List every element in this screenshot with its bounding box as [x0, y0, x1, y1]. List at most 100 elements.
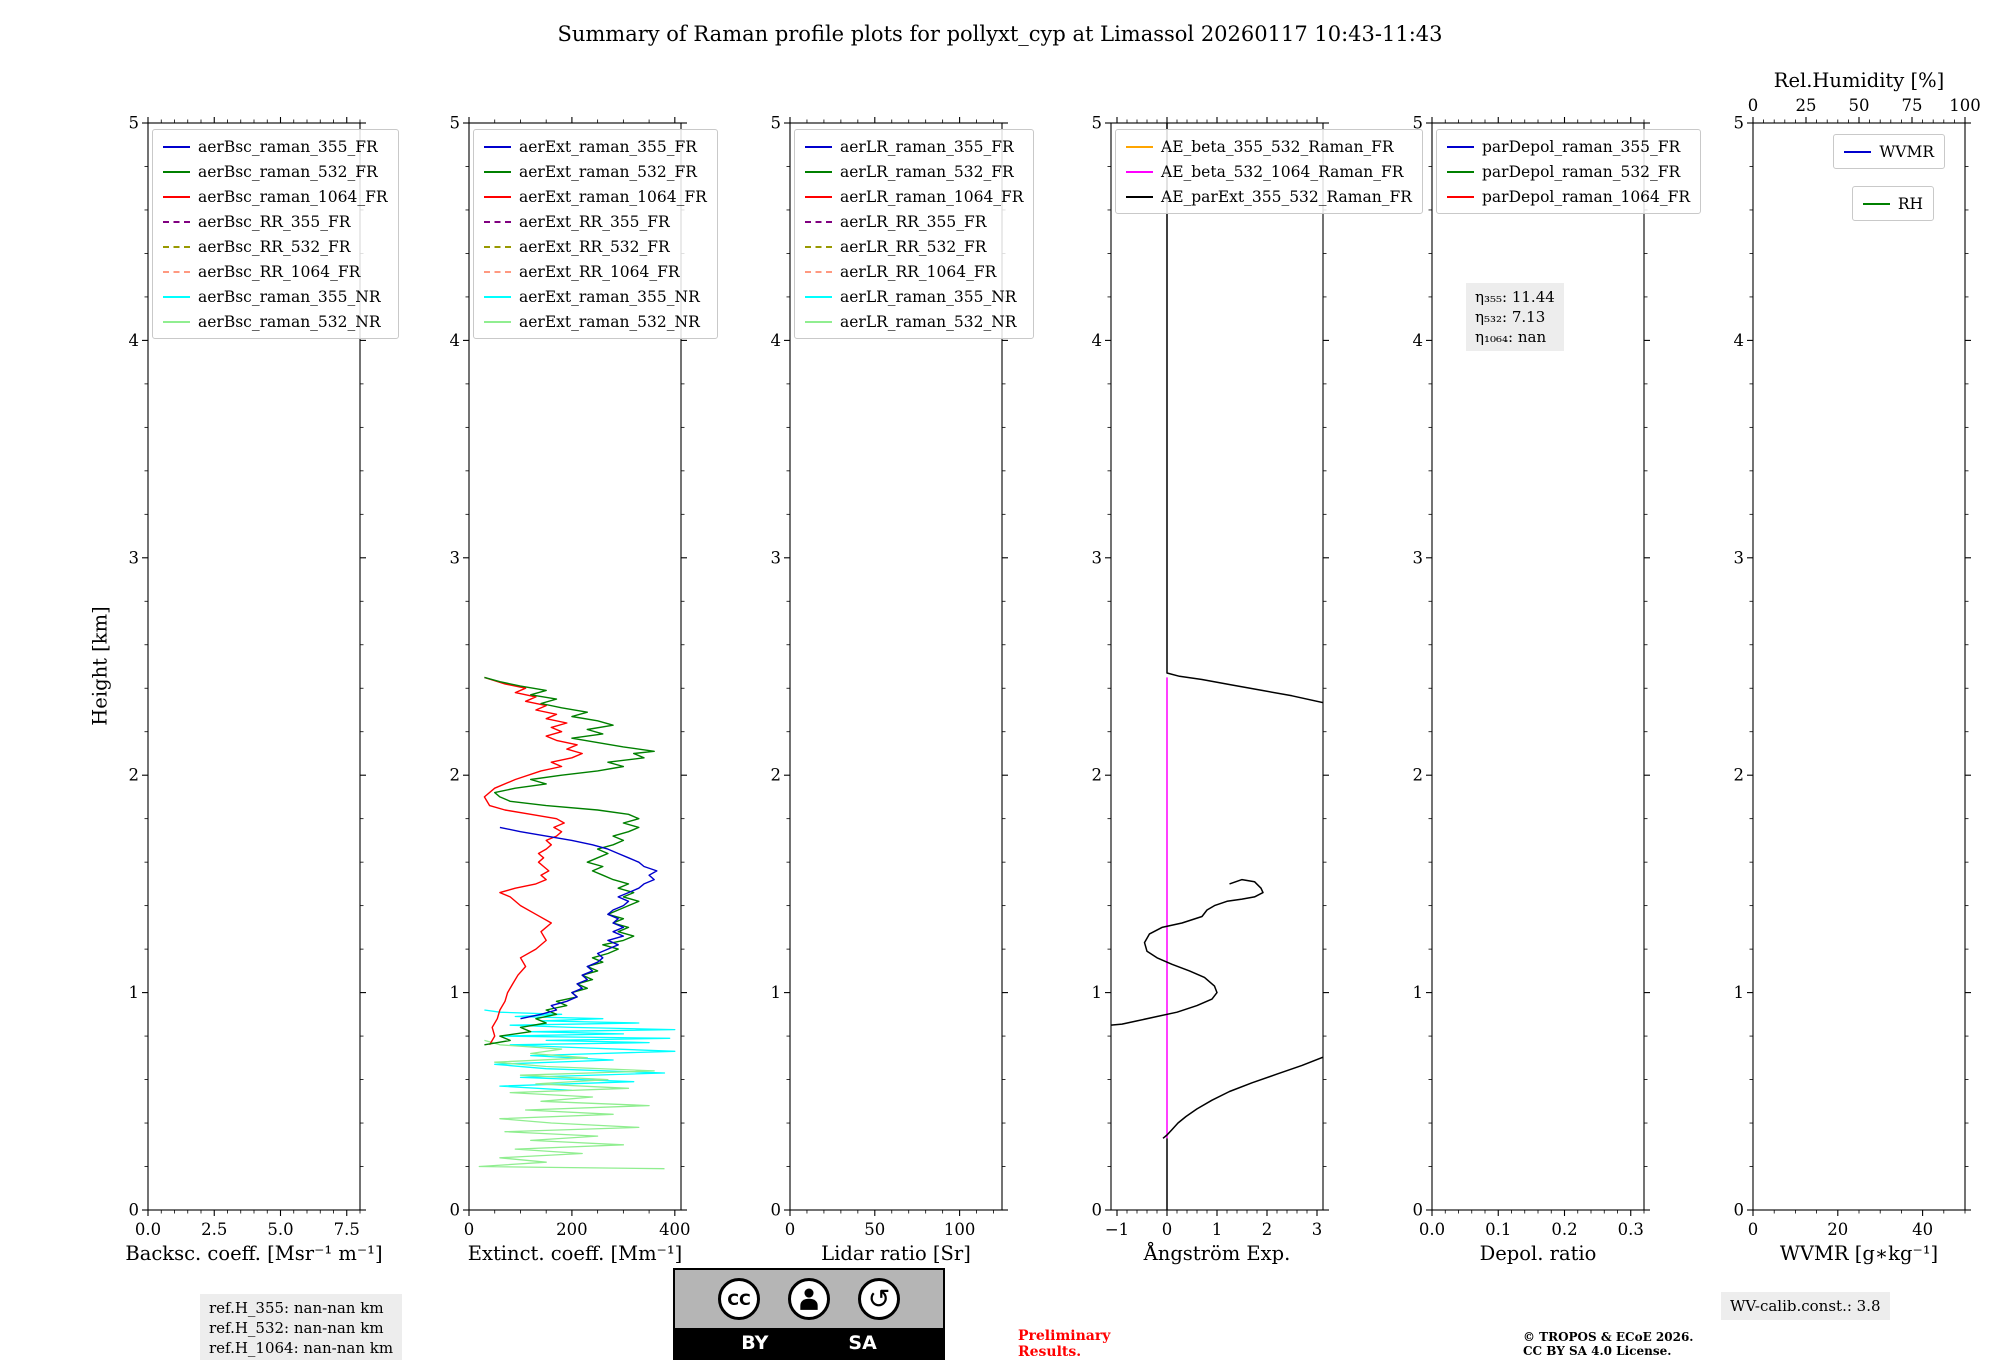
legend-line-sample: [1447, 196, 1474, 198]
legend-label: WVMR: [1879, 143, 1934, 161]
cc-badge-bar: BY SA: [675, 1328, 943, 1358]
legend-entry: aerExt_RR_1064_FR: [484, 259, 707, 284]
top-axis-label: Rel.Humidity [%]: [1774, 69, 1944, 92]
legend-entry: aerExt_raman_355_FR: [484, 134, 707, 159]
legend-line-sample: [163, 196, 190, 198]
legend-label: RH: [1897, 195, 1923, 213]
x-tick-label: 7.5: [334, 1220, 360, 1239]
y-tick-label: 4: [1413, 331, 1424, 350]
legend-entry: aerExt_raman_355_NR: [484, 284, 707, 309]
x-axis-label-wvmr: WVMR [g∗kg⁻¹]: [1780, 1242, 1938, 1265]
panel-series-angstrom: [1111, 123, 1323, 1210]
y-tick-label: 2: [450, 766, 461, 785]
legend-entry: aerExt_RR_532_FR: [484, 234, 707, 259]
x-axis-label-depol: Depol. ratio: [1480, 1242, 1597, 1265]
legend-line-sample: [805, 271, 832, 273]
legend-line-sample: [1447, 146, 1474, 148]
y-tick-label: 3: [129, 548, 140, 567]
x-tick-label: 0: [464, 1220, 475, 1239]
legend-backscatter: aerBsc_raman_355_FR aerBsc_raman_532_FR ae…: [152, 129, 399, 339]
legend-entry: aerLR_raman_532_NR: [805, 309, 1023, 334]
legend-label: aerExt_RR_1064_FR: [519, 263, 680, 281]
legend-entry: aerLR_RR_532_FR: [805, 234, 1023, 259]
legend-label: AE_parExt_355_532_Raman_FR: [1161, 188, 1412, 206]
legend-label: AE_beta_355_532_Raman_FR: [1161, 138, 1394, 156]
legend-entry: AE_beta_355_532_Raman_FR: [1126, 134, 1412, 159]
y-tick-label: 3: [1092, 548, 1103, 567]
legend-label: aerBsc_raman_355_NR: [198, 288, 381, 306]
legend-line-sample: [805, 171, 832, 173]
legend-entry: aerLR_RR_355_FR: [805, 209, 1023, 234]
legend-entry: aerLR_raman_355_FR: [805, 134, 1023, 159]
y-tick-label: 4: [1092, 331, 1103, 350]
x-tick-label: 0: [1748, 1220, 1759, 1239]
preliminary-line-2: Results.: [1018, 1344, 1082, 1360]
legend-entry: aerBsc_raman_355_NR: [163, 284, 388, 309]
y-tick-label: 1: [1413, 983, 1424, 1002]
legend-entry: RH: [1862, 191, 1923, 216]
y-tick-label: 0: [129, 1201, 140, 1220]
legend-label: aerExt_raman_532_FR: [519, 163, 697, 181]
x-axis-label-angstrom: Ångström Exp.: [1143, 1240, 1291, 1265]
legend-wvmr-1: RH: [1851, 186, 1934, 221]
legend-line-sample: [1126, 196, 1153, 198]
eta-1064-value: η₁₀₆₄: nan: [1475, 328, 1547, 346]
legend-entry: AE_beta_532_1064_Raman_FR: [1126, 159, 1412, 184]
legend-entry: aerExt_raman_532_FR: [484, 159, 707, 184]
y-tick-label: 2: [129, 766, 140, 785]
x-tick-label: 0.3: [1618, 1220, 1644, 1239]
top-tick-label: 0: [1748, 96, 1759, 115]
x-tick-label: 5.0: [267, 1220, 293, 1239]
cc-logo-icon: CC: [718, 1278, 760, 1320]
legend-line-sample: [163, 271, 190, 273]
panel-frame-angstrom: [1110, 122, 1324, 1211]
y-tick-label: 5: [1092, 114, 1103, 133]
legend-wvmr-0: WVMR: [1833, 134, 1945, 169]
legend-entry: aerLR_RR_1064_FR: [805, 259, 1023, 284]
legend-entry: aerBsc_RR_1064_FR: [163, 259, 388, 284]
legend-entry: aerLR_raman_532_FR: [805, 159, 1023, 184]
legend-label: aerExt_raman_355_FR: [519, 138, 697, 156]
legend-line-sample: [163, 146, 190, 148]
x-tick-label: 100: [944, 1220, 976, 1239]
legend-entry: WVMR: [1844, 139, 1934, 164]
x-tick-label: 2.5: [201, 1220, 227, 1239]
legend-label: aerBsc_RR_1064_FR: [198, 263, 361, 281]
legend-entry: aerExt_raman_1064_FR: [484, 184, 707, 209]
legend-label: aerExt_raman_355_NR: [519, 288, 700, 306]
legend-entry: aerExt_RR_355_FR: [484, 209, 707, 234]
legend-line-sample: [484, 221, 511, 223]
y-tick-label: 3: [450, 548, 461, 567]
cc-by-label: BY: [741, 1332, 769, 1354]
y-tick-label: 3: [771, 548, 782, 567]
legend-line-sample: [805, 146, 832, 148]
legend-label: aerBsc_raman_1064_FR: [198, 188, 388, 206]
y-tick-label: 1: [771, 983, 782, 1002]
figure-title: Summary of Raman profile plots for polly…: [557, 22, 1443, 46]
x-tick-label: 40: [1912, 1220, 1933, 1239]
legend-label: aerBsc_raman_532_NR: [198, 313, 381, 331]
legend-entry: aerBsc_RR_532_FR: [163, 234, 388, 259]
legend-entry: aerBsc_raman_1064_FR: [163, 184, 388, 209]
top-tick-label: 100: [1949, 96, 1981, 115]
x-tick-label: 0.1: [1485, 1220, 1511, 1239]
x-axis-label-extinction: Extinct. coeff. [Mm⁻¹]: [468, 1242, 683, 1265]
legend-line-sample: [1126, 146, 1153, 148]
legend-entry: AE_parExt_355_532_Raman_FR: [1126, 184, 1412, 209]
eta-annotation: η₃₅₅: 11.44 η₅₃₂: 7.13 η₁₀₆₄: nan: [1466, 283, 1564, 351]
legend-line-sample: [805, 196, 832, 198]
copyright-line-2: CC BY SA 4.0 License.: [1523, 1344, 1672, 1358]
legend-entry: aerBsc_raman_355_FR: [163, 134, 388, 159]
eta-355-value: η₃₅₅: 11.44: [1475, 288, 1555, 306]
legend-line-sample: [484, 246, 511, 248]
preliminary-line-1: Preliminary: [1018, 1328, 1111, 1344]
x-tick-label: 0.0: [1419, 1220, 1445, 1239]
legend-label: aerBsc_raman_355_FR: [198, 138, 378, 156]
legend-label: aerLR_RR_1064_FR: [840, 263, 997, 281]
legend-line-sample: [163, 246, 190, 248]
refh-355: ref.H_355: nan-nan km: [209, 1299, 384, 1317]
panel-frame-wvmr: [1752, 122, 1966, 1211]
legend-label: aerBsc_RR_355_FR: [198, 213, 351, 231]
